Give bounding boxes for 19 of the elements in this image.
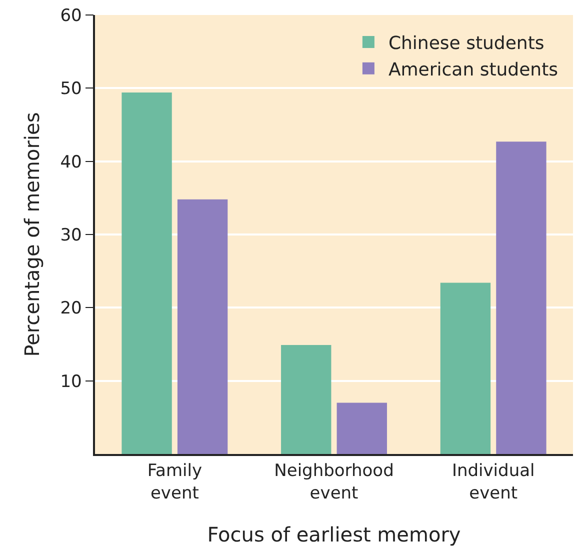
legend-label: American students [388, 59, 558, 80]
x-tick-label: Family event [147, 461, 202, 504]
bar [496, 142, 546, 454]
bar [177, 199, 228, 454]
legend-label: Chinese students [388, 33, 544, 54]
x-tick-label: Neighborhood event [274, 461, 394, 504]
y-tick-label: 60 [60, 6, 82, 26]
bar [440, 282, 491, 454]
x-axis-title: Focus of earliest memory [207, 522, 461, 546]
x-tick-label: Individual event [452, 461, 535, 504]
y-tick-label: 50 [60, 79, 82, 100]
y-axis-title: Percentage of memories [20, 112, 44, 357]
y-tick-label: 20 [60, 298, 82, 319]
bar [336, 402, 387, 454]
y-tick-label: 40 [60, 152, 82, 172]
bar [281, 344, 332, 454]
y-tick-label: 30 [60, 225, 82, 246]
bar [122, 92, 172, 454]
y-tick-label: 10 [60, 372, 82, 392]
